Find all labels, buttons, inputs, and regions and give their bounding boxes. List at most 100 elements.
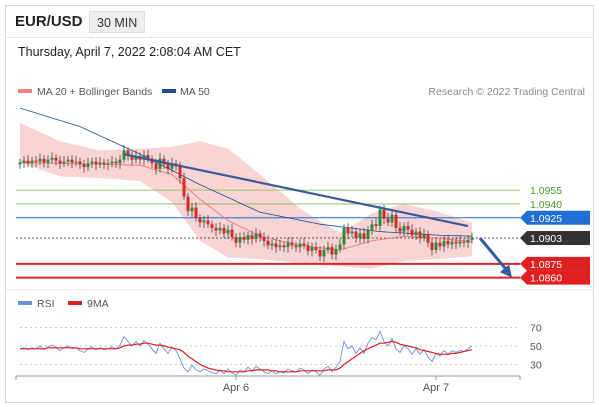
candle-down xyxy=(42,158,46,163)
candle-up xyxy=(322,249,326,257)
candle-down xyxy=(166,164,170,169)
candle-up xyxy=(370,224,374,230)
ma20-legend-swatch xyxy=(18,89,32,93)
candle-down xyxy=(446,240,450,245)
candle-down xyxy=(374,224,378,227)
candle-down xyxy=(182,178,186,197)
candle-down xyxy=(146,155,150,159)
x-axis-label: Apr 7 xyxy=(423,382,449,394)
rsi-line xyxy=(19,330,473,377)
candle-up xyxy=(22,160,26,163)
candle-down xyxy=(314,247,318,250)
candle-up xyxy=(470,238,474,240)
candle-down xyxy=(222,227,226,234)
candle-up xyxy=(62,161,66,164)
candle-down xyxy=(398,227,402,232)
candle-down xyxy=(386,218,390,223)
candle-down xyxy=(194,207,198,218)
candle-down xyxy=(454,241,458,244)
candle-up xyxy=(218,227,222,231)
candle-down xyxy=(438,242,442,247)
candle-down xyxy=(274,243,278,248)
candle-up xyxy=(90,161,94,164)
level-tag xyxy=(520,270,590,285)
candle-up xyxy=(98,162,102,165)
candle-down xyxy=(114,161,118,164)
ma50-legend-swatch xyxy=(162,89,176,93)
candle-down xyxy=(406,226,410,230)
rsi-legend-label: RSI xyxy=(37,298,55,310)
candle-up xyxy=(86,163,90,168)
candle-down xyxy=(58,160,62,164)
candle-up xyxy=(46,159,50,163)
candle-up xyxy=(134,156,138,160)
candle-down xyxy=(26,160,30,164)
candle-up xyxy=(422,234,426,239)
level-label: 1.0940 xyxy=(530,199,562,211)
level-label: 1.0955 xyxy=(530,185,562,197)
candle-up xyxy=(414,231,418,236)
symbol-title: EUR/USD xyxy=(15,13,83,30)
level-tag xyxy=(520,210,590,225)
candle-down xyxy=(262,237,266,241)
candle-down xyxy=(34,160,38,162)
candle-down xyxy=(178,166,182,179)
ma50-line xyxy=(19,107,473,237)
rsi-ma-legend-swatch xyxy=(68,301,82,305)
candle-up xyxy=(246,235,250,240)
candle-up xyxy=(106,163,110,165)
ma20-legend-label: MA 20 + Bollinger Bands xyxy=(37,86,152,98)
rsi-tick-label: 70 xyxy=(530,323,542,335)
candle-up xyxy=(170,163,174,169)
candle-down xyxy=(82,164,86,168)
candle-up xyxy=(458,241,462,244)
candle-down xyxy=(234,237,238,243)
candle-up xyxy=(342,227,346,245)
candle-down xyxy=(154,163,158,169)
chart-header: EUR/USD 30 MIN xyxy=(5,5,594,38)
candle-up xyxy=(378,209,382,227)
candle-down xyxy=(418,231,422,239)
bollinger-band-area xyxy=(20,122,472,269)
candle-down xyxy=(126,150,130,157)
rsi-ma-line xyxy=(20,340,473,373)
candle-down xyxy=(318,249,322,257)
candle-up xyxy=(38,158,42,162)
candle-down xyxy=(266,240,270,246)
candle-down xyxy=(462,241,466,243)
level-tag xyxy=(520,256,590,271)
candle-down xyxy=(94,161,98,165)
candles xyxy=(18,144,474,262)
timeframe-badge[interactable]: 30 MIN xyxy=(89,11,146,33)
candle-up xyxy=(238,237,242,243)
candle-up xyxy=(350,231,354,234)
chart-datetime: Thursday, April 7, 2022 2:08:04 AM CET xyxy=(18,45,241,59)
candle-down xyxy=(306,245,310,251)
candle-down xyxy=(354,231,358,239)
candle-down xyxy=(230,229,234,238)
candle-down xyxy=(258,233,262,238)
candle-up xyxy=(286,242,290,248)
candle-up xyxy=(466,239,470,243)
candle-down xyxy=(410,229,414,236)
candle-up xyxy=(254,233,258,239)
resistance-trendline xyxy=(123,153,469,228)
candle-up xyxy=(278,245,282,248)
candle-up xyxy=(434,242,438,250)
candle-down xyxy=(198,217,202,223)
candle-up xyxy=(334,249,338,255)
level-tag xyxy=(520,231,590,246)
candle-up xyxy=(390,214,394,223)
candle-up xyxy=(50,157,54,160)
candle-up xyxy=(18,162,22,165)
candle-up xyxy=(338,244,342,250)
level-label: 1.0875 xyxy=(530,259,562,271)
candle-down xyxy=(210,224,214,228)
candle-up xyxy=(190,207,194,212)
candle-up xyxy=(226,229,230,234)
rsi-ma-legend-label: 9MA xyxy=(87,298,109,310)
candle-up xyxy=(74,161,78,163)
candle-down xyxy=(78,161,82,165)
candle-up xyxy=(402,226,406,232)
